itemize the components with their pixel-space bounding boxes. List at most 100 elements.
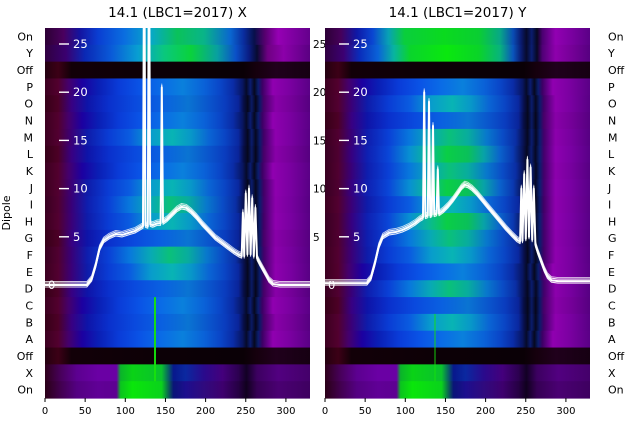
heatmap-row [45,280,310,298]
x-tick-label: 150 [436,406,455,417]
heatmap-row [325,263,590,281]
heatmap-row [45,196,310,214]
y-tick-label-right: 20 [313,87,326,99]
row-label: L [27,148,34,161]
x-tick-label: 200 [476,406,495,417]
row-label: D [25,283,33,296]
row-label: A [608,333,616,346]
row-label: On [17,30,33,43]
trace [45,28,310,282]
x-tick-label: 100 [116,406,135,417]
heatmap-row [325,61,590,80]
panel-title: 14.1 (LBC1=2017) X [108,5,247,21]
heatmap-row [325,381,590,399]
y-tick-label: 20 [353,85,368,99]
row-label: On [17,384,33,397]
row-label: H [25,215,33,228]
x-tick-label: 150 [156,406,175,417]
row-label: C [25,300,33,313]
heatmap-row [45,44,310,63]
trace [325,88,590,281]
heatmap-row [325,297,590,315]
x-tick-label: 200 [196,406,215,417]
row-label: E [26,266,33,279]
row-label: Off [608,64,625,77]
heatmap-row [45,95,310,113]
x-tick-label: 250 [516,406,535,417]
heatmap-row [45,263,310,281]
row-label: On [608,30,624,43]
y-ticks-inner: 5 10 15 20 25 0 [328,37,368,292]
row-label: K [608,165,616,178]
heatmap-row [45,330,310,349]
row-label: K [26,165,34,178]
heatmap-row [325,280,590,298]
heatmap-row [325,196,590,214]
heatmap-row [325,330,590,349]
row-label: N [608,115,616,128]
y-tick-label-right: 15 [313,135,326,147]
y-tick-label-right: 10 [313,184,326,196]
row-label: Off [17,350,34,363]
heatmap-x [45,28,310,399]
y-ticks-right: 5 10 15 20 25 [313,39,326,244]
row-label: I [30,199,33,212]
y-tick-label: 10 [73,182,88,196]
row-label: Off [608,350,625,363]
heatmap-row [45,246,310,265]
heatmap-row [45,297,310,315]
y-tick-label: 15 [73,133,88,147]
heatmap-row [45,78,310,96]
trace-group [325,88,590,286]
x-axis: 0 50 100 150 200 250 300 [322,398,575,417]
row-label: O [24,98,33,111]
heatmap-row [45,112,310,130]
row-label: C [608,300,616,313]
heatmap-row [325,145,590,164]
row-label: G [24,232,33,245]
row-label: J [29,182,33,195]
heatmap-row [45,179,310,197]
heatmap-row [45,381,310,399]
x-tick-label: 50 [359,406,372,417]
heatmap-row [325,112,590,130]
row-label: On [608,384,624,397]
row-label: P [608,81,615,94]
heatmap-row [45,128,310,147]
x-axis: 0 50 100 150 200 250 300 [42,398,295,417]
heatmap-row [325,347,590,365]
y-zero-label: 0 [328,278,335,292]
y-tick-label: 25 [73,37,88,51]
row-label: M [24,131,34,144]
row-label: D [608,283,616,296]
row-label: E [608,266,615,279]
heatmap-row [45,213,310,231]
y-tick-label-right: 5 [313,232,320,244]
row-label: Off [17,64,34,77]
heatmap-row [325,213,590,231]
heatmap-row [45,313,310,332]
row-label: P [26,81,33,94]
heatmap-row [45,364,310,382]
row-label: M [608,131,618,144]
row-label: G [608,232,617,245]
row-label: X [608,367,616,380]
heatmap-row [45,145,310,164]
row-label: H [608,215,616,228]
heatmap-row [325,229,590,248]
heatmap-row [325,78,590,96]
row-label: O [608,98,617,111]
row-label: Y [607,47,615,60]
row-label: L [608,148,615,161]
y-tick-label: 10 [353,182,368,196]
panel-title: 14.1 (LBC1=2017) Y [389,5,527,21]
heatmap-y [325,28,590,399]
heatmap-row [325,246,590,265]
y-zero-label: 0 [48,278,55,292]
heatmap-row [325,162,590,180]
